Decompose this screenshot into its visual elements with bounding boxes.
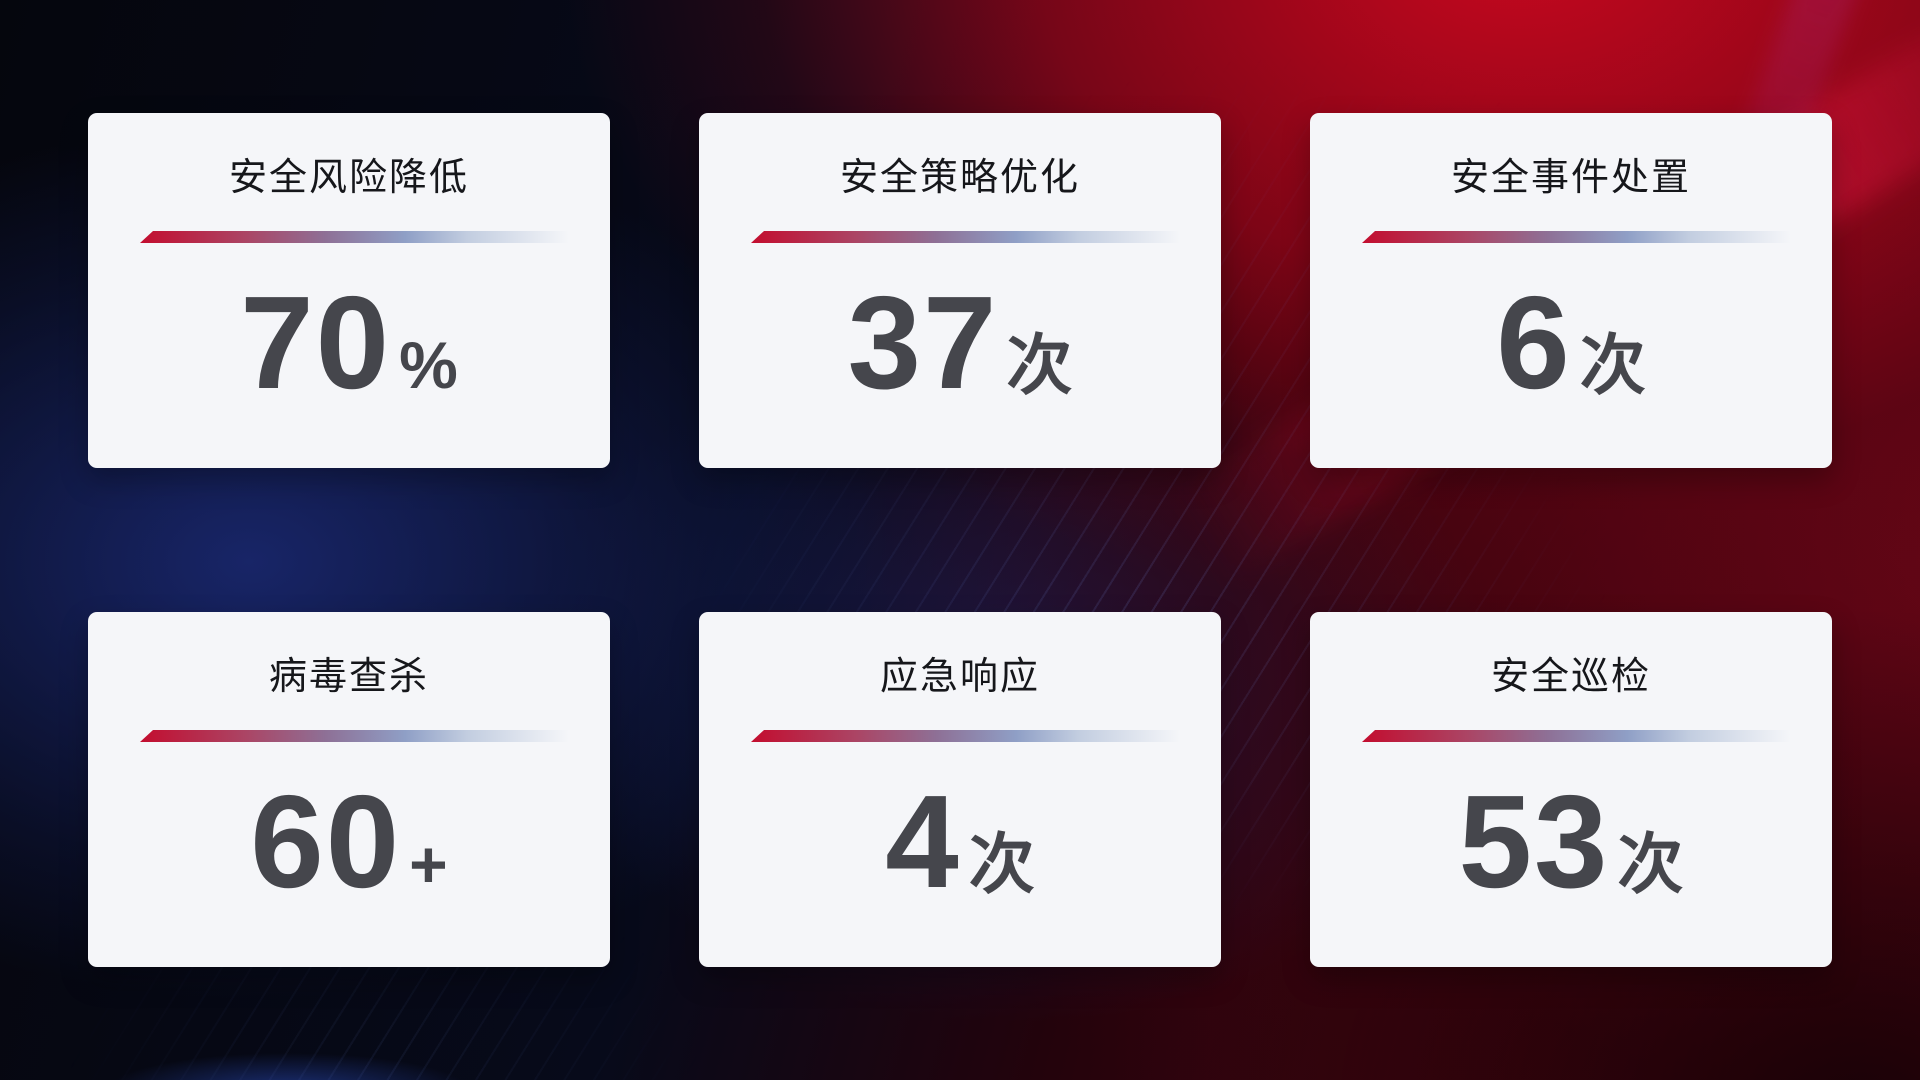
stat-card-value: 60 +	[250, 776, 447, 908]
stat-value-number: 60	[250, 768, 402, 915]
stat-card-title: 病毒查杀	[268, 656, 429, 698]
stat-value-number: 53	[1458, 768, 1610, 915]
stat-value-unit: 次	[1579, 328, 1646, 402]
stat-value-unit: 次	[1006, 328, 1073, 402]
stat-value-unit: %	[399, 328, 458, 402]
stat-card-title: 应急响应	[879, 656, 1040, 698]
stat-value-number: 70	[240, 269, 392, 416]
stat-card-emergency-response: 应急响应 4 次	[699, 612, 1221, 967]
stat-card-divider	[140, 231, 582, 243]
stat-card-title: 安全策略优化	[839, 157, 1080, 199]
stat-card-value: 37 次	[848, 277, 1073, 409]
stat-card-title: 安全事件处置	[1450, 157, 1691, 199]
stat-value-unit: 次	[1617, 827, 1684, 901]
stat-value-number: 37	[847, 269, 999, 416]
stat-value-unit: +	[409, 827, 448, 901]
stat-card-divider	[751, 730, 1193, 742]
stat-card-divider	[1362, 231, 1804, 243]
stat-card-virus-scan: 病毒查杀 60 +	[88, 612, 610, 967]
stat-card-value: 70 %	[240, 277, 458, 409]
stat-card-title: 安全巡检	[1490, 656, 1651, 698]
stat-card-value: 53 次	[1459, 776, 1684, 908]
stat-value-number: 4	[885, 768, 961, 915]
stat-card-divider	[140, 730, 582, 742]
stat-value-number: 6	[1496, 269, 1572, 416]
stat-card-divider	[1362, 730, 1804, 742]
stat-card-value: 6 次	[1496, 277, 1645, 409]
stat-card-divider	[751, 231, 1193, 243]
stat-card-incident-handling: 安全事件处置 6 次	[1310, 113, 1832, 468]
stat-card-security-inspection: 安全巡检 53 次	[1310, 612, 1832, 967]
stat-card-policy-optimization: 安全策略优化 37 次	[699, 113, 1221, 468]
stat-card-risk-reduction: 安全风险降低 70 %	[88, 113, 610, 468]
stat-card-value: 4 次	[885, 776, 1034, 908]
stat-value-unit: 次	[968, 827, 1035, 901]
stat-card-title: 安全风险降低	[228, 157, 469, 199]
stat-cards-grid: 安全风险降低 70 % 安全策略优化 37 次 安全事件处置 6 次 病毒查	[88, 113, 1832, 967]
